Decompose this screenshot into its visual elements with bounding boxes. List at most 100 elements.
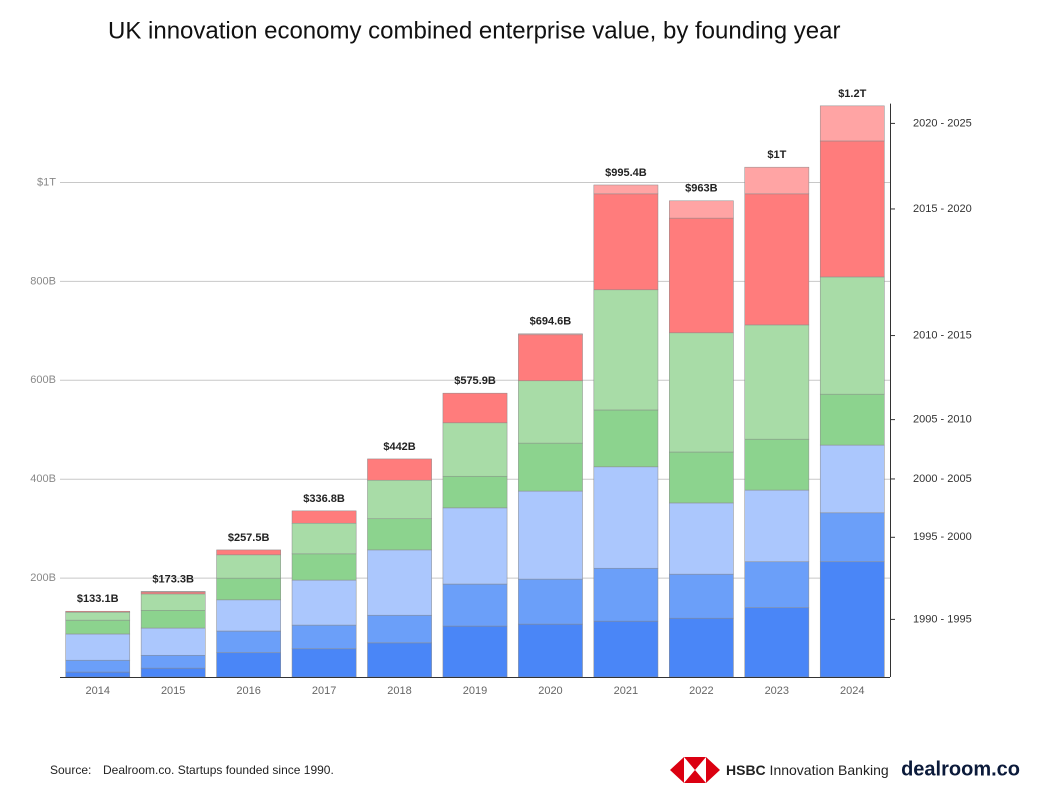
total-label: $336.8B [303,493,345,505]
bar-segment [518,333,583,336]
bar-segment [819,140,885,278]
total-label: $694.6B [530,316,572,328]
total-label: $173.3B [152,573,194,585]
total-label: $995.4B [605,167,647,179]
bar-segment [291,510,357,524]
bar-segment [669,217,734,334]
bar-segment [442,583,508,627]
bar-segment [65,611,131,621]
bar-segment [819,512,885,563]
x-tick-label: 2022 [689,685,713,697]
bar-segment [819,561,885,678]
bar-segment [140,627,206,656]
x-tick-label: 2019 [463,685,487,697]
legend-label: 2020 - 2025 [913,117,972,129]
chart-title: UK innovation economy combined enterpris… [108,17,840,44]
legend-label: 1995 - 2000 [913,531,972,543]
bar-segment [216,599,281,632]
bar-segment [291,579,357,626]
bar-segment [593,184,659,195]
bar-segment [291,624,357,650]
total-label: $257.5B [228,532,270,544]
bar-segment [291,553,357,581]
x-tick-label: 2024 [840,685,864,697]
bar-segment [216,549,281,556]
legend-label: 2005 - 2010 [913,414,972,426]
y-tick-label: $1T [37,176,56,188]
bar-segment [518,442,583,492]
bar-segment [216,554,281,579]
y-tick-label: 800B [30,275,56,287]
bar-segment [65,671,131,678]
total-label: $1.2T [838,88,866,100]
bar-segment [442,422,508,477]
hsbc-brand: HSBC Innovation Banking [726,762,889,778]
bar-segment [669,451,734,504]
hsbc-rest: Innovation Banking [766,762,889,778]
bar-segment [140,593,206,611]
bar-segment [65,610,131,613]
bar-segment [442,507,508,585]
bar-segment [216,577,281,601]
bar-segment [518,623,583,678]
legend-label: 2015 - 2020 [913,203,972,215]
bar-segment [744,324,810,440]
bar-segment [518,578,583,625]
total-label: $1T [767,149,786,161]
bar-segment [593,567,659,622]
bar-segment [819,444,885,514]
bar-segment [593,620,659,678]
bar-segment [140,654,206,669]
bar-segment [65,633,131,661]
bar-segment [744,561,810,609]
bar-segment [291,522,357,555]
x-tick-label: 2016 [236,685,260,697]
x-tick-label: 2014 [85,685,109,697]
bar-segment [744,193,810,326]
bar-segment [744,607,810,678]
total-label: $963B [685,183,717,195]
bar-segment [216,630,281,654]
bar-segment [216,652,281,678]
bar-segment [140,591,206,595]
bar-segment [819,393,885,446]
x-tick-label: 2015 [161,685,185,697]
x-tick-label: 2020 [538,685,562,697]
y-tick-label: 600B [30,374,56,386]
total-label: $442B [383,441,415,453]
x-tick-label: 2023 [765,685,789,697]
bar-segment [140,667,206,678]
bar-segment [65,659,131,673]
total-label: $575.9B [454,375,496,387]
hsbc-logo [670,757,720,783]
bar-segment [442,475,508,509]
bar-segment [367,614,432,644]
bar-segment [518,380,583,444]
source: Dealroom.co. Startups founded since 1990… [103,763,334,777]
bar-segment [518,490,583,580]
bar-segment [669,573,734,619]
x-tick-label: 2018 [387,685,411,697]
dealroom-brand: dealroom.co [901,758,1020,780]
bar-segment [669,200,734,219]
bar-segment [442,625,508,678]
bar-segment [744,438,810,491]
bar-segment [669,502,734,575]
bar-segment [593,466,659,569]
y-tick-label: 400B [30,473,56,485]
plot: 200B 400B 600B 800B $1T $133.1B 2014 $173.3B 201… [30,88,971,697]
bar-segment [593,409,659,468]
bar-segment [140,609,206,629]
bar-segment [367,549,432,616]
bar-segment [442,392,508,424]
total-label: $133.1B [77,593,119,605]
bar-segment [593,193,659,291]
y-tick-label: 200B [30,572,56,584]
bar-segment [819,276,885,395]
bar-segment [593,289,659,411]
bar-segment [669,617,734,678]
legend-label: 1990 - 1995 [913,613,972,625]
legend-label: 2000 - 2005 [913,473,972,485]
x-tick-label: 2017 [312,685,336,697]
